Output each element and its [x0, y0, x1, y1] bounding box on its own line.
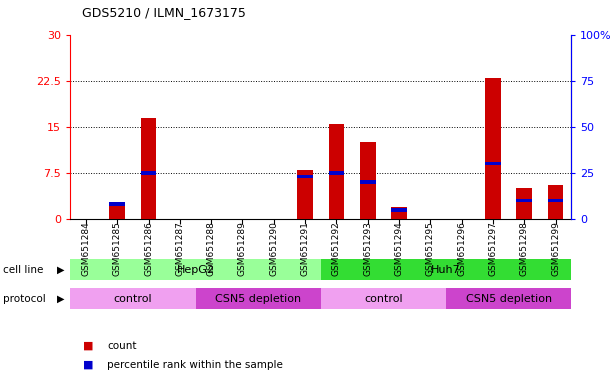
Text: GSM651287: GSM651287	[175, 221, 185, 276]
Text: GSM651286: GSM651286	[144, 221, 153, 276]
Bar	[141, 118, 156, 219]
Text: protocol: protocol	[3, 293, 46, 304]
Bar	[360, 142, 376, 219]
Bar	[109, 204, 125, 219]
Bar	[298, 175, 313, 178]
Text: GDS5210 / ILMN_1673175: GDS5210 / ILMN_1673175	[82, 6, 246, 19]
Text: CSN5 depletion: CSN5 depletion	[466, 293, 552, 304]
Text: GSM651294: GSM651294	[395, 221, 403, 276]
Bar	[329, 171, 344, 175]
Text: GSM651289: GSM651289	[238, 221, 247, 276]
Text: ■: ■	[82, 341, 93, 351]
Text: GSM651297: GSM651297	[489, 221, 497, 276]
Bar	[485, 162, 501, 166]
Text: ■: ■	[82, 360, 93, 370]
Text: GSM651292: GSM651292	[332, 221, 341, 276]
Text: GSM651293: GSM651293	[364, 221, 372, 276]
Text: GSM651291: GSM651291	[301, 221, 310, 276]
Bar	[391, 208, 407, 212]
Bar	[109, 202, 125, 206]
Text: CSN5 depletion: CSN5 depletion	[215, 293, 301, 304]
Bar	[329, 124, 344, 219]
Text: cell line: cell line	[3, 265, 43, 275]
Text: count: count	[107, 341, 136, 351]
Text: GSM651288: GSM651288	[207, 221, 216, 276]
Text: percentile rank within the sample: percentile rank within the sample	[107, 360, 283, 370]
Text: GSM651290: GSM651290	[269, 221, 278, 276]
Text: ▶: ▶	[57, 265, 64, 275]
Text: Huh7: Huh7	[431, 265, 461, 275]
Bar	[391, 207, 407, 219]
Bar	[548, 199, 563, 202]
Text: control: control	[364, 293, 403, 304]
Text: GSM651285: GSM651285	[113, 221, 122, 276]
Text: GSM651299: GSM651299	[551, 221, 560, 276]
Bar	[516, 188, 532, 219]
Bar	[548, 185, 563, 219]
Text: HepG2: HepG2	[177, 265, 214, 275]
Text: GSM651298: GSM651298	[520, 221, 529, 276]
Bar	[485, 78, 501, 219]
Text: GSM651295: GSM651295	[426, 221, 435, 276]
Bar	[141, 171, 156, 175]
Text: GSM651284: GSM651284	[81, 221, 90, 276]
Bar	[360, 180, 376, 184]
Text: ▶: ▶	[57, 293, 64, 304]
Bar	[516, 199, 532, 202]
Text: control: control	[114, 293, 152, 304]
Bar	[298, 170, 313, 219]
Text: GSM651296: GSM651296	[457, 221, 466, 276]
